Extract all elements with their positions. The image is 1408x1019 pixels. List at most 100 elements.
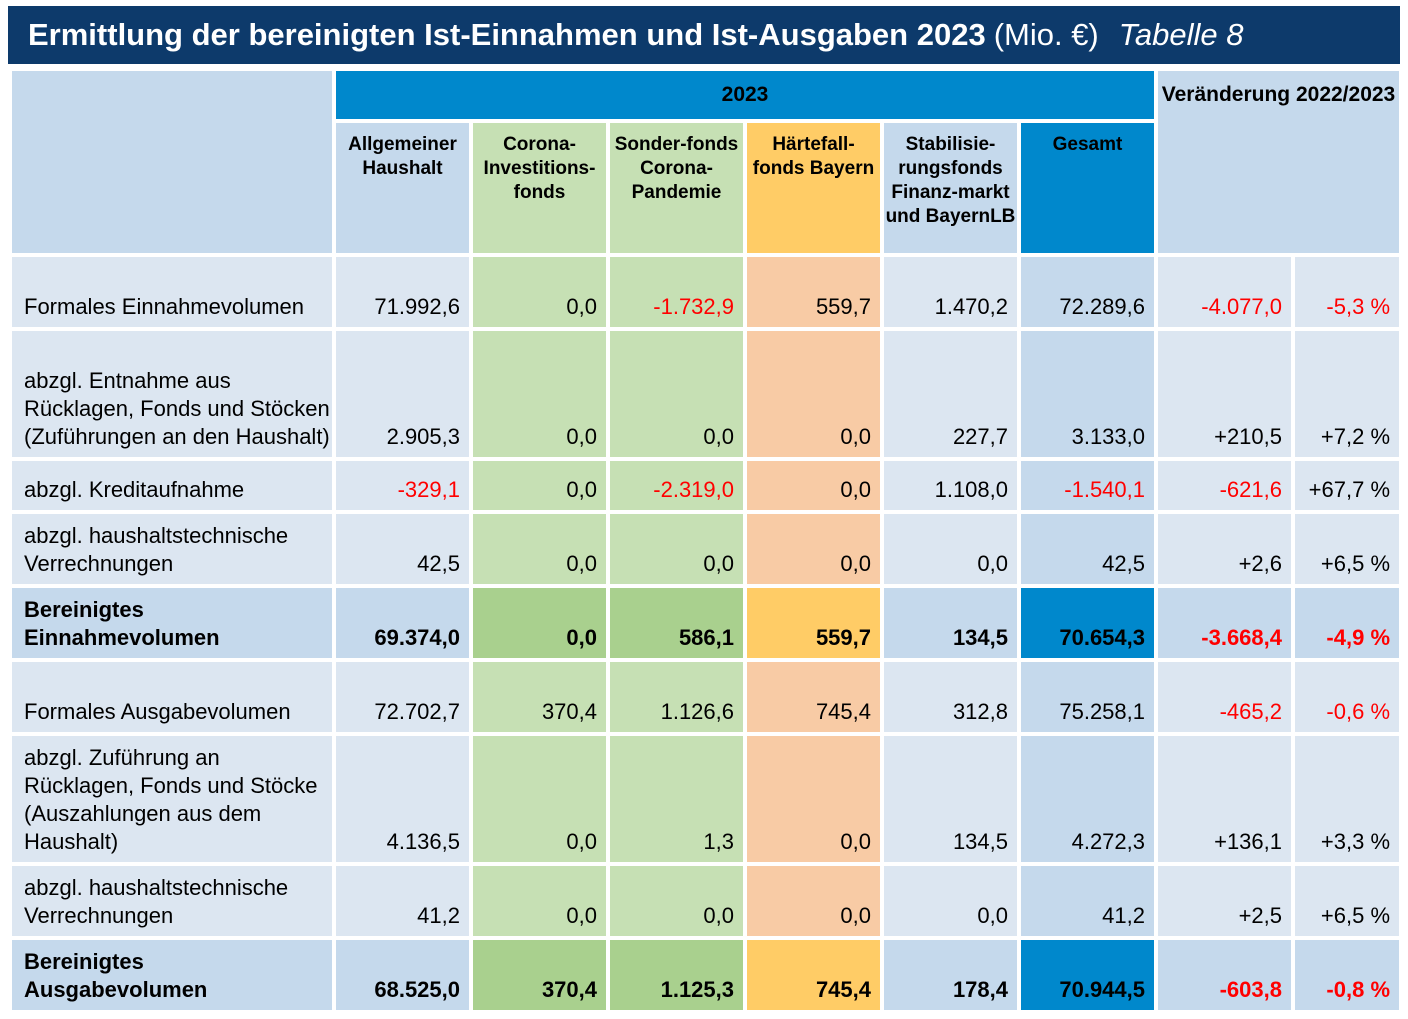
cell-change-pct: +6,5 % [1295,514,1400,584]
cell-haertefallfonds: 0,0 [747,461,880,510]
cell-stabilisierungsfonds: 178,4 [884,940,1017,1010]
cell-haertefallfonds: 559,7 [747,257,880,327]
cell-gesamt: 72.289,6 [1021,257,1154,327]
cell-change-abs: -465,2 [1158,662,1291,732]
table-row: abzgl. haushaltstechnische Verrechnungen… [12,514,1400,584]
cell-haertefallfonds: 745,4 [747,662,880,732]
row-label: Formales Ausgabevolumen [12,662,332,732]
cell-change-abs: -621,6 [1158,461,1291,510]
cell-corona-investitionsfonds: 370,4 [473,662,606,732]
cell-haertefallfonds: 0,0 [747,514,880,584]
cell-change-abs: -4.077,0 [1158,257,1291,327]
change-header: Veränderung 2022/2023 [1158,71,1400,253]
cell-haertefallfonds: 0,0 [747,866,880,936]
cell-change-pct: -4,9 % [1295,588,1400,658]
cell-stabilisierungsfonds: 134,5 [884,736,1017,862]
header-row-year: 2023 Veränderung 2022/2023 [12,71,1400,253]
cell-change-abs: +136,1 [1158,736,1291,862]
table-row: Bereinigtes Ausgabevolumen 68.525,0 370,… [12,940,1400,1010]
cell-allgemeiner-haushalt: 71.992,6 [336,257,469,327]
budget-table: 2023 Veränderung 2022/2023 Allgemeiner H… [8,67,1403,1014]
table-number: Tabelle 8 [1118,17,1244,52]
col-header-gesamt: Gesamt [1021,123,1154,253]
cell-change-pct: +7,2 % [1295,331,1400,457]
cell-sonderfonds-corona: 0,0 [610,866,743,936]
table-row: abzgl. haushaltstechnische Verrechnungen… [12,866,1400,936]
cell-stabilisierungsfonds: 134,5 [884,588,1017,658]
cell-corona-investitionsfonds: 0,0 [473,461,606,510]
cell-stabilisierungsfonds: 0,0 [884,514,1017,584]
cell-allgemeiner-haushalt: 4.136,5 [336,736,469,862]
cell-haertefallfonds: 0,0 [747,331,880,457]
col-header-allgemeiner-haushalt: Allgemeiner Haushalt [336,123,469,253]
table-row: abzgl. Kreditaufnahme -329,1 0,0 -2.319,… [12,461,1400,510]
col-header-stabilisierungsfonds: Stabilisie-rungsfonds Finanz-markt und B… [884,123,1017,253]
cell-sonderfonds-corona: 1.126,6 [610,662,743,732]
cell-change-abs: +210,5 [1158,331,1291,457]
cell-gesamt: 70.654,3 [1021,588,1154,658]
cell-allgemeiner-haushalt: 2.905,3 [336,331,469,457]
row-label: abzgl. Kreditaufnahme [12,461,332,510]
table-row: Bereinigtes Einnahmevolumen 69.374,0 0,0… [12,588,1400,658]
cell-change-abs: +2,5 [1158,866,1291,936]
cell-gesamt: 4.272,3 [1021,736,1154,862]
col-header-haertefallfonds: Härtefall-fonds Bayern [747,123,880,253]
cell-allgemeiner-haushalt: 68.525,0 [336,940,469,1010]
title-unit: (Mio. €) [993,17,1099,52]
cell-gesamt: 41,2 [1021,866,1154,936]
title-main: Ermittlung der bereinigten Ist-Einnahmen… [28,17,986,52]
cell-change-abs: +2,6 [1158,514,1291,584]
cell-allgemeiner-haushalt: -329,1 [336,461,469,510]
cell-gesamt: 70.944,5 [1021,940,1154,1010]
cell-sonderfonds-corona: 0,0 [610,514,743,584]
header-corner [12,71,332,253]
row-label: abzgl. Zuführung an Rücklagen, Fonds und… [12,736,332,862]
cell-sonderfonds-corona: 586,1 [610,588,743,658]
row-label: abzgl. haushaltstechnische Verrechnungen [12,866,332,936]
cell-gesamt: 42,5 [1021,514,1154,584]
cell-corona-investitionsfonds: 370,4 [473,940,606,1010]
cell-haertefallfonds: 0,0 [747,736,880,862]
cell-corona-investitionsfonds: 0,0 [473,736,606,862]
cell-haertefallfonds: 745,4 [747,940,880,1010]
table-row: Formales Ausgabevolumen 72.702,7 370,4 1… [12,662,1400,732]
cell-corona-investitionsfonds: 0,0 [473,588,606,658]
cell-change-pct: -0,8 % [1295,940,1400,1010]
cell-sonderfonds-corona: -1.732,9 [610,257,743,327]
cell-stabilisierungsfonds: 1.108,0 [884,461,1017,510]
table-title: Ermittlung der bereinigten Ist-Einnahmen… [8,6,1400,64]
header-row-columns: Allgemeiner Haushalt Corona-Investitions… [12,123,1399,253]
cell-allgemeiner-haushalt: 69.374,0 [336,588,469,658]
table-row: Formales Einnahmevolumen 71.992,6 0,0 -1… [12,257,1400,327]
row-label: abzgl. haushaltstechnische Verrechnungen [12,514,332,584]
cell-stabilisierungsfonds: 0,0 [884,866,1017,936]
cell-change-pct: -5,3 % [1295,257,1400,327]
table-row: abzgl. Zuführung an Rücklagen, Fonds und… [12,736,1400,862]
cell-corona-investitionsfonds: 0,0 [473,331,606,457]
col-header-sonderfonds-corona: Sonder-fonds Corona-Pandemie [610,123,743,253]
cell-gesamt: 3.133,0 [1021,331,1154,457]
cell-change-abs: -603,8 [1158,940,1291,1010]
cell-stabilisierungsfonds: 227,7 [884,331,1017,457]
col-header-corona-investitionsfonds: Corona-Investitions-fonds [473,123,606,253]
cell-sonderfonds-corona: 0,0 [610,331,743,457]
cell-allgemeiner-haushalt: 41,2 [336,866,469,936]
year-header: 2023 [336,71,1154,119]
cell-sonderfonds-corona: 1.125,3 [610,940,743,1010]
cell-change-pct: +3,3 % [1295,736,1400,862]
table-row: abzgl. Entnahme aus Rücklagen, Fonds und… [12,331,1400,457]
cell-gesamt: -1.540,1 [1021,461,1154,510]
row-label: abzgl. Entnahme aus Rücklagen, Fonds und… [12,331,332,457]
cell-change-pct: +67,7 % [1295,461,1400,510]
cell-sonderfonds-corona: 1,3 [610,736,743,862]
cell-sonderfonds-corona: -2.319,0 [610,461,743,510]
cell-allgemeiner-haushalt: 42,5 [336,514,469,584]
row-label: Bereinigtes Einnahmevolumen [12,588,332,658]
cell-change-pct: -0,6 % [1295,662,1400,732]
cell-haertefallfonds: 559,7 [747,588,880,658]
cell-corona-investitionsfonds: 0,0 [473,866,606,936]
cell-corona-investitionsfonds: 0,0 [473,514,606,584]
cell-allgemeiner-haushalt: 72.702,7 [336,662,469,732]
cell-stabilisierungsfonds: 312,8 [884,662,1017,732]
cell-gesamt: 75.258,1 [1021,662,1154,732]
